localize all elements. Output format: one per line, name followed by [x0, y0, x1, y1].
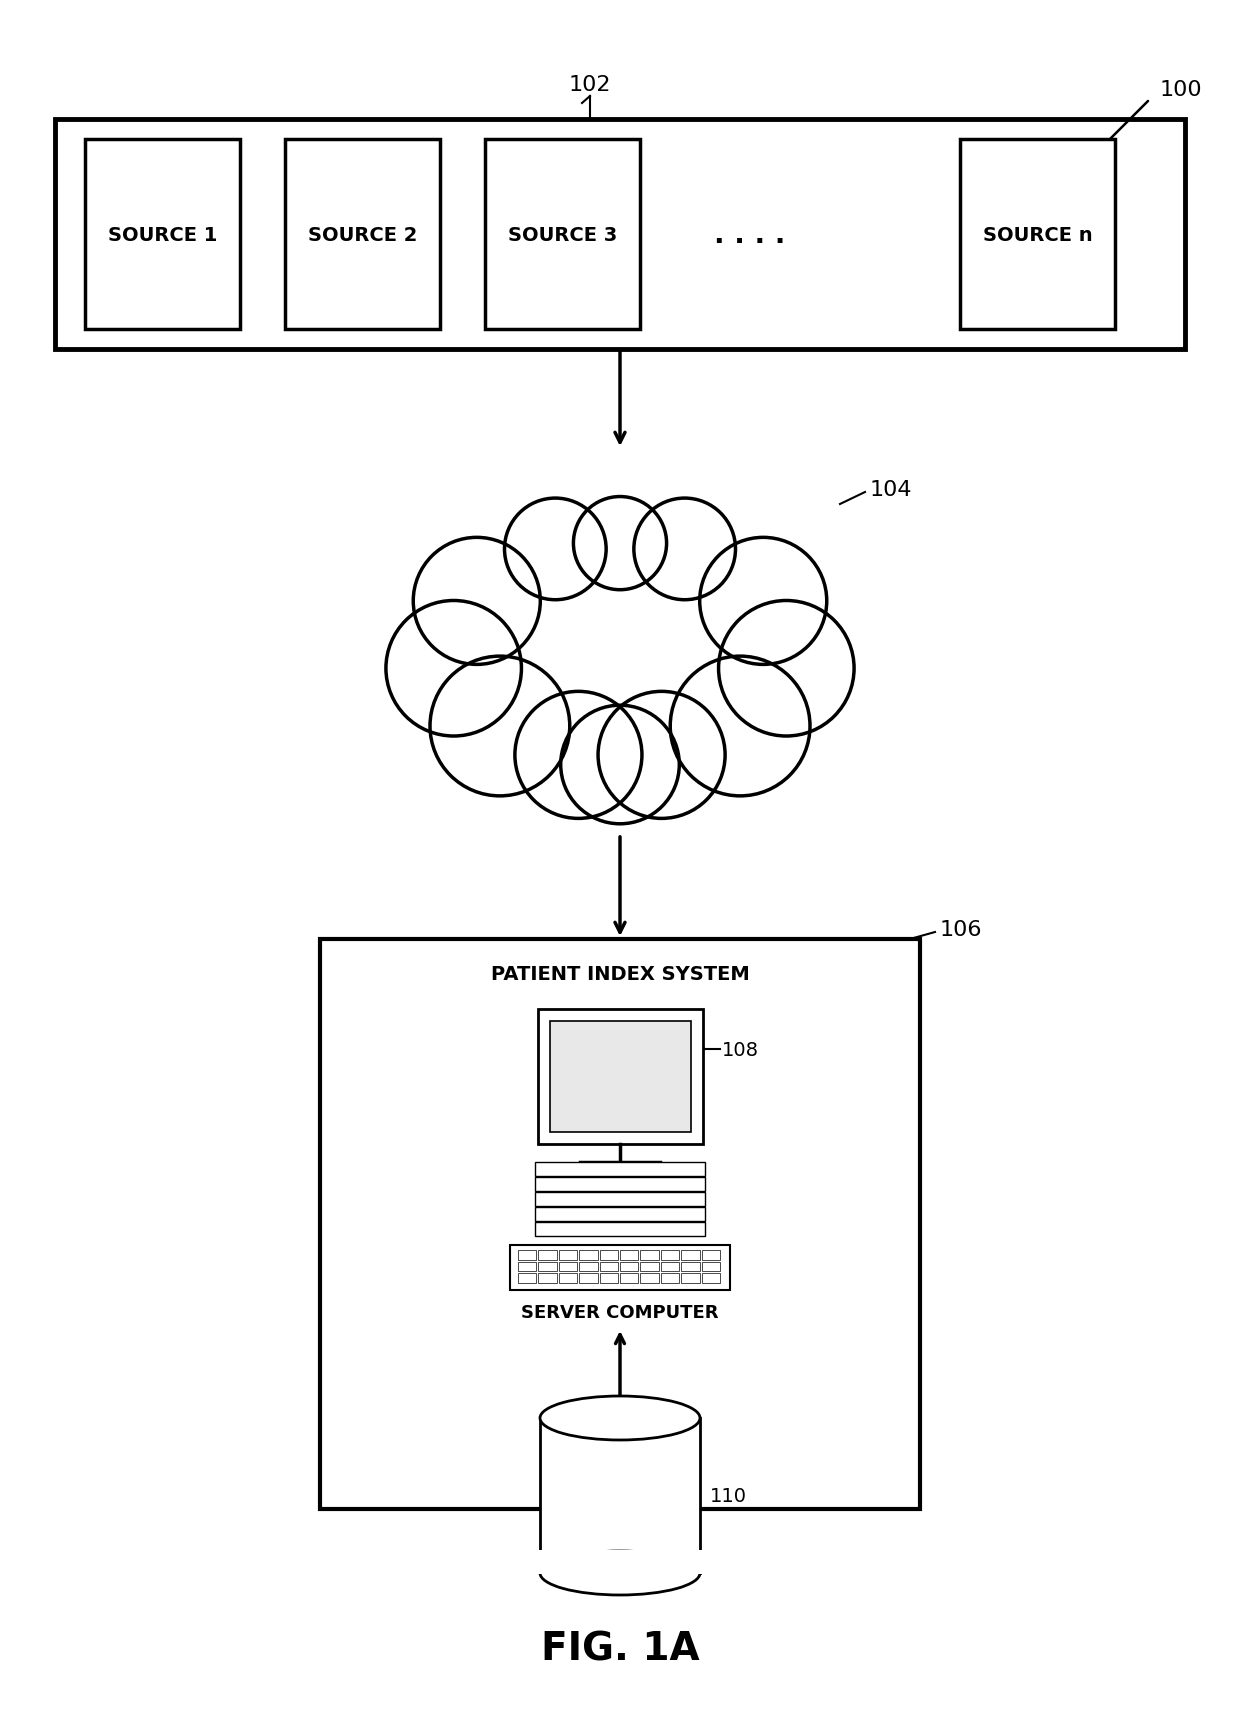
Bar: [640, 1251, 658, 1259]
Bar: [518, 1273, 537, 1283]
Text: 102: 102: [569, 74, 611, 95]
Bar: [538, 1263, 557, 1271]
Bar: [559, 1251, 577, 1259]
Bar: [640, 1263, 658, 1271]
Circle shape: [505, 499, 606, 601]
Text: SERVER COMPUTER: SERVER COMPUTER: [521, 1302, 719, 1322]
Bar: [534, 1207, 706, 1221]
Bar: [620, 1251, 639, 1259]
Circle shape: [718, 601, 854, 736]
Circle shape: [699, 539, 827, 665]
Bar: [661, 1251, 680, 1259]
Text: 110: 110: [711, 1486, 746, 1505]
Circle shape: [573, 497, 667, 591]
Ellipse shape: [539, 1552, 701, 1595]
Bar: [960, 140, 1115, 329]
Bar: [538, 1273, 557, 1283]
Bar: [559, 1273, 577, 1283]
Bar: [86, 140, 241, 329]
Bar: [551, 1022, 691, 1133]
Bar: [620, 1263, 639, 1271]
Bar: [661, 1273, 680, 1283]
Bar: [559, 1263, 577, 1271]
Text: FIG. 1A: FIG. 1A: [541, 1630, 699, 1668]
Bar: [620, 1273, 639, 1283]
Text: 100: 100: [1159, 80, 1203, 100]
Bar: [534, 1223, 706, 1237]
Bar: [538, 1010, 703, 1145]
Bar: [534, 1162, 706, 1176]
Circle shape: [560, 707, 680, 824]
Bar: [55, 120, 1185, 350]
Bar: [534, 1550, 706, 1574]
Bar: [518, 1263, 537, 1271]
Text: 106: 106: [940, 920, 982, 939]
Circle shape: [671, 656, 810, 797]
Circle shape: [598, 693, 725, 819]
Bar: [702, 1263, 720, 1271]
Text: PATIENT INDEX SYSTEM: PATIENT INDEX SYSTEM: [491, 965, 749, 984]
Bar: [510, 1245, 730, 1290]
Ellipse shape: [539, 1396, 701, 1441]
Bar: [534, 1192, 706, 1205]
Text: SOURCE n: SOURCE n: [982, 225, 1092, 244]
Circle shape: [430, 656, 569, 797]
Circle shape: [386, 601, 522, 736]
Bar: [600, 1273, 618, 1283]
Text: 108: 108: [722, 1039, 759, 1058]
Text: SOURCE 2: SOURCE 2: [308, 225, 417, 244]
Bar: [518, 1251, 537, 1259]
Bar: [600, 1263, 618, 1271]
Circle shape: [413, 539, 541, 665]
Bar: [702, 1273, 720, 1283]
Bar: [702, 1251, 720, 1259]
Bar: [320, 939, 920, 1509]
Bar: [579, 1273, 598, 1283]
Bar: [681, 1263, 699, 1271]
Bar: [661, 1263, 680, 1271]
Bar: [285, 140, 440, 329]
Bar: [534, 1178, 706, 1192]
Bar: [538, 1251, 557, 1259]
Text: SOURCE 3: SOURCE 3: [508, 225, 618, 244]
Text: 104: 104: [870, 480, 913, 501]
Bar: [681, 1251, 699, 1259]
Bar: [640, 1273, 658, 1283]
Circle shape: [515, 544, 725, 755]
Bar: [539, 1419, 701, 1573]
Text: SOURCE 1: SOURCE 1: [108, 225, 217, 244]
Bar: [681, 1273, 699, 1283]
Circle shape: [634, 499, 735, 601]
Bar: [600, 1251, 618, 1259]
Text: . . . .: . . . .: [714, 222, 786, 249]
Bar: [579, 1251, 598, 1259]
Circle shape: [515, 693, 642, 819]
Bar: [579, 1263, 598, 1271]
Bar: [485, 140, 640, 329]
